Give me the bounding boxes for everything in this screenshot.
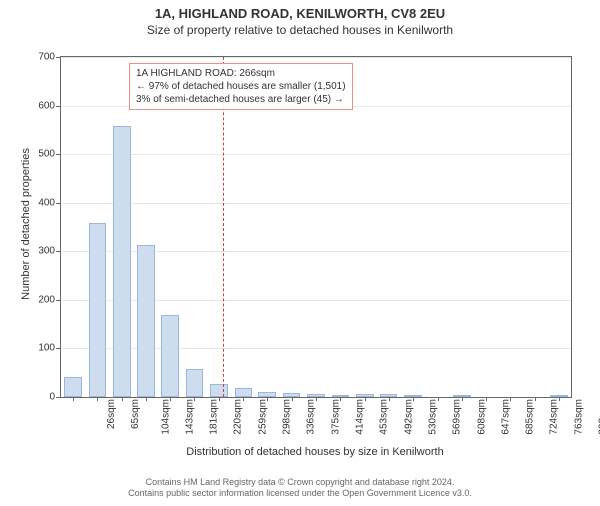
x-tick-mark xyxy=(316,397,317,401)
y-tick-mark xyxy=(56,203,60,204)
x-tick-label: 375sqm xyxy=(330,399,341,435)
x-tick-mark xyxy=(340,397,341,401)
x-tick-label: 298sqm xyxy=(282,399,293,435)
y-tick-label: 0 xyxy=(27,392,55,403)
y-tick-label: 500 xyxy=(27,149,55,160)
histogram-bar xyxy=(64,377,82,397)
x-tick-label: 336sqm xyxy=(306,399,317,435)
gridline xyxy=(61,154,571,155)
annotation-box: 1A HIGHLAND ROAD: 266sqm← 97% of detache… xyxy=(129,63,353,110)
plot-area: 010020030040050060070026sqm65sqm104sqm14… xyxy=(60,56,572,398)
x-tick-mark xyxy=(243,397,244,401)
y-tick-mark xyxy=(56,154,60,155)
x-tick-mark xyxy=(146,397,147,401)
x-tick-label: 492sqm xyxy=(403,399,414,435)
x-axis-label: Distribution of detached houses by size … xyxy=(60,446,570,458)
x-tick-mark xyxy=(292,397,293,401)
x-tick-mark xyxy=(486,397,487,401)
histogram-bar xyxy=(210,384,228,397)
y-tick-mark xyxy=(56,57,60,58)
annotation-line-3: 3% of semi-detached houses are larger (4… xyxy=(136,93,346,106)
histogram-bar xyxy=(113,126,131,397)
chart-subtitle: Size of property relative to detached ho… xyxy=(0,23,600,37)
x-tick-label: 569sqm xyxy=(452,399,463,435)
x-tick-mark xyxy=(510,397,511,401)
chart-container: 1A, HIGHLAND ROAD, KENILWORTH, CV8 2EU S… xyxy=(0,6,600,506)
x-tick-mark xyxy=(73,397,74,401)
histogram-bar xyxy=(89,223,107,397)
x-tick-mark xyxy=(97,397,98,401)
x-tick-label: 685sqm xyxy=(524,399,535,435)
histogram-bar xyxy=(161,315,179,397)
x-tick-mark xyxy=(219,397,220,401)
y-tick-label: 200 xyxy=(27,294,55,305)
x-tick-label: 530sqm xyxy=(427,399,438,435)
histogram-bar xyxy=(235,388,253,397)
y-tick-label: 400 xyxy=(27,197,55,208)
chart-title: 1A, HIGHLAND ROAD, KENILWORTH, CV8 2EU xyxy=(0,6,600,21)
x-tick-label: 724sqm xyxy=(549,399,560,435)
y-tick-mark xyxy=(56,300,60,301)
x-tick-mark xyxy=(170,397,171,401)
x-tick-mark xyxy=(389,397,390,401)
footer-line-2: Contains public sector information licen… xyxy=(0,488,600,500)
x-tick-label: 453sqm xyxy=(379,399,390,435)
y-tick-mark xyxy=(56,251,60,252)
y-tick-label: 300 xyxy=(27,246,55,257)
chart-footer: Contains HM Land Registry data © Crown c… xyxy=(0,477,600,500)
gridline xyxy=(61,57,571,58)
x-tick-label: 26sqm xyxy=(106,399,117,429)
x-tick-mark xyxy=(267,397,268,401)
x-tick-label: 608sqm xyxy=(476,399,487,435)
histogram-bar xyxy=(186,369,204,397)
gridline xyxy=(61,203,571,204)
x-tick-mark xyxy=(462,397,463,401)
x-tick-label: 143sqm xyxy=(185,399,196,435)
y-tick-label: 600 xyxy=(27,100,55,111)
x-tick-mark xyxy=(365,397,366,401)
y-tick-label: 700 xyxy=(27,52,55,63)
x-tick-label: 414sqm xyxy=(355,399,366,435)
x-tick-label: 104sqm xyxy=(160,399,171,435)
footer-line-1: Contains HM Land Registry data © Crown c… xyxy=(0,477,600,489)
x-tick-label: 220sqm xyxy=(233,399,244,435)
y-tick-mark xyxy=(56,106,60,107)
x-tick-mark xyxy=(438,397,439,401)
x-tick-mark xyxy=(194,397,195,401)
x-tick-mark xyxy=(535,397,536,401)
y-tick-label: 100 xyxy=(27,343,55,354)
x-tick-label: 65sqm xyxy=(130,399,141,429)
y-axis-label: Number of detached properties xyxy=(20,134,32,314)
annotation-line-1: 1A HIGHLAND ROAD: 266sqm xyxy=(136,67,346,80)
annotation-line-2: ← 97% of detached houses are smaller (1,… xyxy=(136,80,346,93)
x-tick-label: 181sqm xyxy=(209,399,220,435)
x-tick-mark xyxy=(122,397,123,401)
x-tick-mark xyxy=(413,397,414,401)
x-tick-label: 763sqm xyxy=(573,399,584,435)
x-tick-label: 259sqm xyxy=(257,399,268,435)
histogram-bar xyxy=(137,245,155,397)
x-tick-label: 647sqm xyxy=(501,399,512,435)
y-tick-mark xyxy=(56,397,60,398)
y-tick-mark xyxy=(56,348,60,349)
x-tick-mark xyxy=(559,397,560,401)
